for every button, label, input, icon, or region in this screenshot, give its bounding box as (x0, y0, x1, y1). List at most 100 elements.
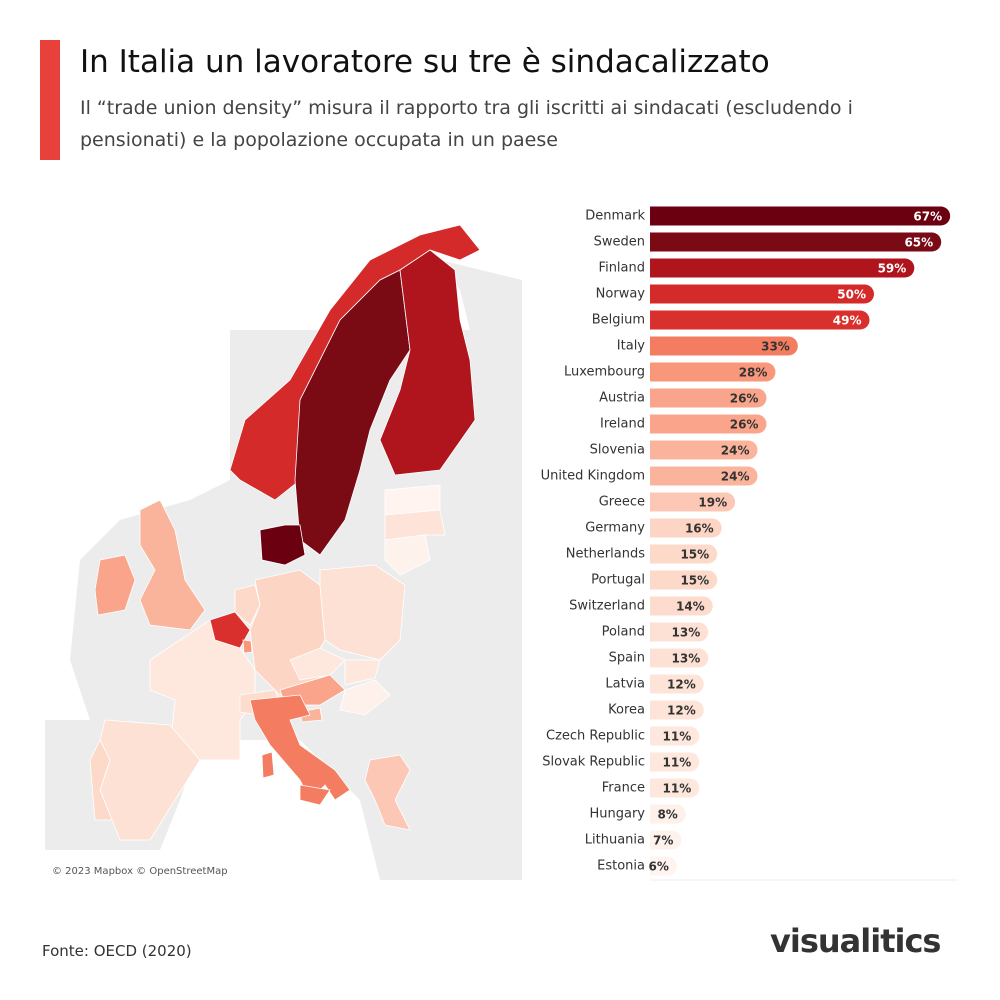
value-label: 24% (721, 444, 750, 458)
value-label: 26% (730, 418, 759, 432)
bar-left-edge (650, 336, 669, 356)
category-label: Sweden (594, 235, 645, 250)
bar-left-edge (650, 830, 669, 850)
value-label: 11% (663, 756, 692, 770)
map-country (289, 647, 346, 681)
bar (650, 388, 767, 408)
value-label: 50% (837, 288, 866, 302)
bar-left-edge (650, 232, 669, 252)
category-label: Korea (608, 703, 645, 718)
category-label: France (602, 781, 645, 796)
category-label: Austria (599, 391, 645, 406)
category-label: Germany (585, 521, 645, 536)
category-label: Poland (602, 625, 645, 640)
subtitle: Il “trade union density” misura il rappo… (80, 97, 853, 151)
map-country (384, 534, 431, 576)
bar-left-edge (650, 622, 669, 642)
value-label: 12% (667, 678, 696, 692)
value-label: 7% (653, 834, 673, 848)
category-label: Greece (599, 495, 645, 510)
map-country (89, 739, 113, 821)
bar-left-edge (650, 674, 669, 694)
value-label: 49% (833, 314, 862, 328)
bar-left-edge (650, 752, 669, 772)
category-label: Luxembourg (564, 365, 645, 380)
logo: visualitics (770, 922, 941, 960)
category-label: Slovenia (590, 443, 645, 458)
value-label: 67% (913, 210, 942, 224)
bar (650, 414, 767, 434)
value-label: 6% (649, 860, 669, 874)
value-label: 33% (761, 340, 790, 354)
category-label: Czech Republic (546, 729, 645, 744)
bar-left-edge (650, 544, 669, 564)
map-country (249, 694, 351, 801)
bar-left-edge (650, 804, 669, 824)
value-label: 11% (663, 782, 692, 796)
category-label: Latvia (605, 677, 645, 692)
map-country (261, 751, 275, 779)
value-label: 15% (680, 574, 709, 588)
category-label: Belgium (592, 313, 645, 328)
map-country (364, 754, 411, 831)
value-label: 59% (878, 262, 907, 276)
title: In Italia un lavoratore su tre è sindaca… (80, 44, 770, 80)
bar-left-edge (650, 388, 669, 408)
value-label: 8% (657, 808, 677, 822)
bar-left-edge (650, 570, 669, 590)
category-label: Netherlands (566, 547, 645, 562)
accent-bar (40, 40, 60, 160)
map-country (234, 584, 261, 626)
bar-left-edge (650, 284, 669, 304)
value-label: 14% (676, 600, 705, 614)
bar-left-edge (650, 466, 669, 486)
bar-left-edge (650, 310, 669, 330)
map-country (259, 524, 306, 566)
bar (650, 206, 951, 226)
category-label: Finland (599, 261, 645, 276)
category-label: Italy (617, 339, 646, 354)
value-label: 24% (721, 470, 750, 484)
category-label: Portugal (591, 573, 645, 588)
category-label: Denmark (585, 209, 645, 224)
map-country (299, 784, 331, 806)
map-land (440, 260, 522, 330)
map-country (344, 659, 381, 686)
value-label: 28% (739, 366, 768, 380)
bar-left-edge (650, 258, 669, 278)
bar-left-edge (650, 778, 669, 798)
bar (650, 310, 870, 330)
value-label: 16% (685, 522, 714, 536)
value-label: 15% (680, 548, 709, 562)
bar-left-edge (650, 362, 669, 382)
bar-left-edge (650, 518, 669, 538)
category-label: Hungary (589, 807, 645, 822)
category-label: Slovak Republic (542, 755, 645, 770)
category-label: Norway (596, 287, 646, 302)
bar-left-edge (650, 856, 669, 876)
map-country (379, 249, 476, 476)
bar (650, 232, 942, 252)
map-attribution: © 2023 Mapbox © OpenStreetMap (52, 866, 228, 877)
value-label: 26% (730, 392, 759, 406)
map-country (139, 499, 206, 631)
bar-left-edge (650, 492, 669, 512)
category-label: Estonia (597, 859, 645, 874)
value-label: 13% (672, 626, 701, 640)
bar-left-edge (650, 648, 669, 668)
category-label: Spain (609, 651, 645, 666)
bar-left-edge (650, 726, 669, 746)
bar-left-edge (650, 206, 669, 226)
map-country (209, 611, 251, 649)
bar-left-edge (650, 440, 669, 460)
source: Fonte: OECD (2020) (42, 942, 192, 960)
bar (650, 440, 758, 460)
category-label: Ireland (600, 417, 645, 432)
bar-left-edge (650, 414, 669, 434)
category-label: Switzerland (569, 599, 645, 614)
bar-left-edge (650, 596, 669, 616)
value-label: 13% (672, 652, 701, 666)
category-label: United Kingdom (541, 469, 645, 484)
